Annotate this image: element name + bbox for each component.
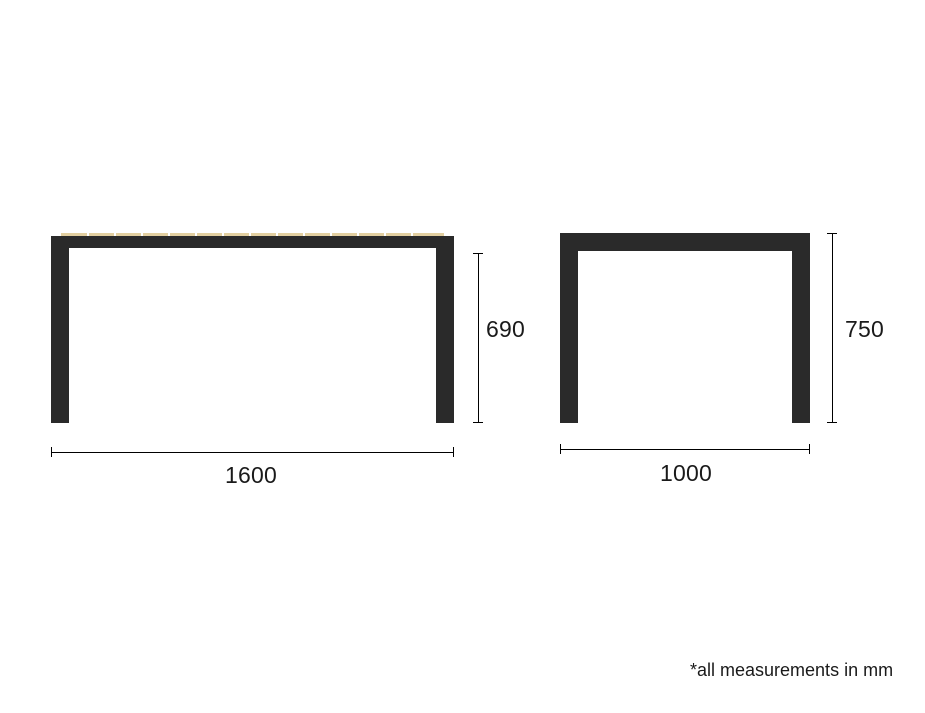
table-front-view [51,233,454,423]
front-width-tick-right [453,447,454,457]
side-width-dim-line [560,449,810,450]
table-top-rail [51,236,454,248]
measurements-note: *all measurements in mm [690,660,893,681]
side-top-rail [560,238,810,251]
dimension-diagram: 1600 690 1000 750 *all measurements in m… [0,0,925,713]
table-front-svg [51,233,454,423]
side-top-edge [560,233,810,239]
table-side-svg [560,233,810,423]
side-width-label: 1000 [660,460,712,487]
side-leg-left [560,233,578,423]
side-height-dim-line [832,233,833,423]
side-height-tick-top [827,233,837,234]
table-leg-right [436,236,454,423]
front-height-label: 690 [486,316,525,343]
front-width-label: 1600 [225,462,277,489]
front-width-tick-left [51,447,52,457]
side-width-tick-right [809,444,810,454]
front-height-tick-bottom [473,422,483,423]
front-height-dim-line [478,253,479,423]
side-width-tick-left [560,444,561,454]
front-width-dim-line [51,452,454,453]
side-leg-right [792,233,810,423]
side-height-label: 750 [845,316,884,343]
side-height-tick-bottom [827,422,837,423]
front-height-tick-top [473,253,483,254]
table-leg-left [51,236,69,423]
table-side-view [560,233,810,423]
